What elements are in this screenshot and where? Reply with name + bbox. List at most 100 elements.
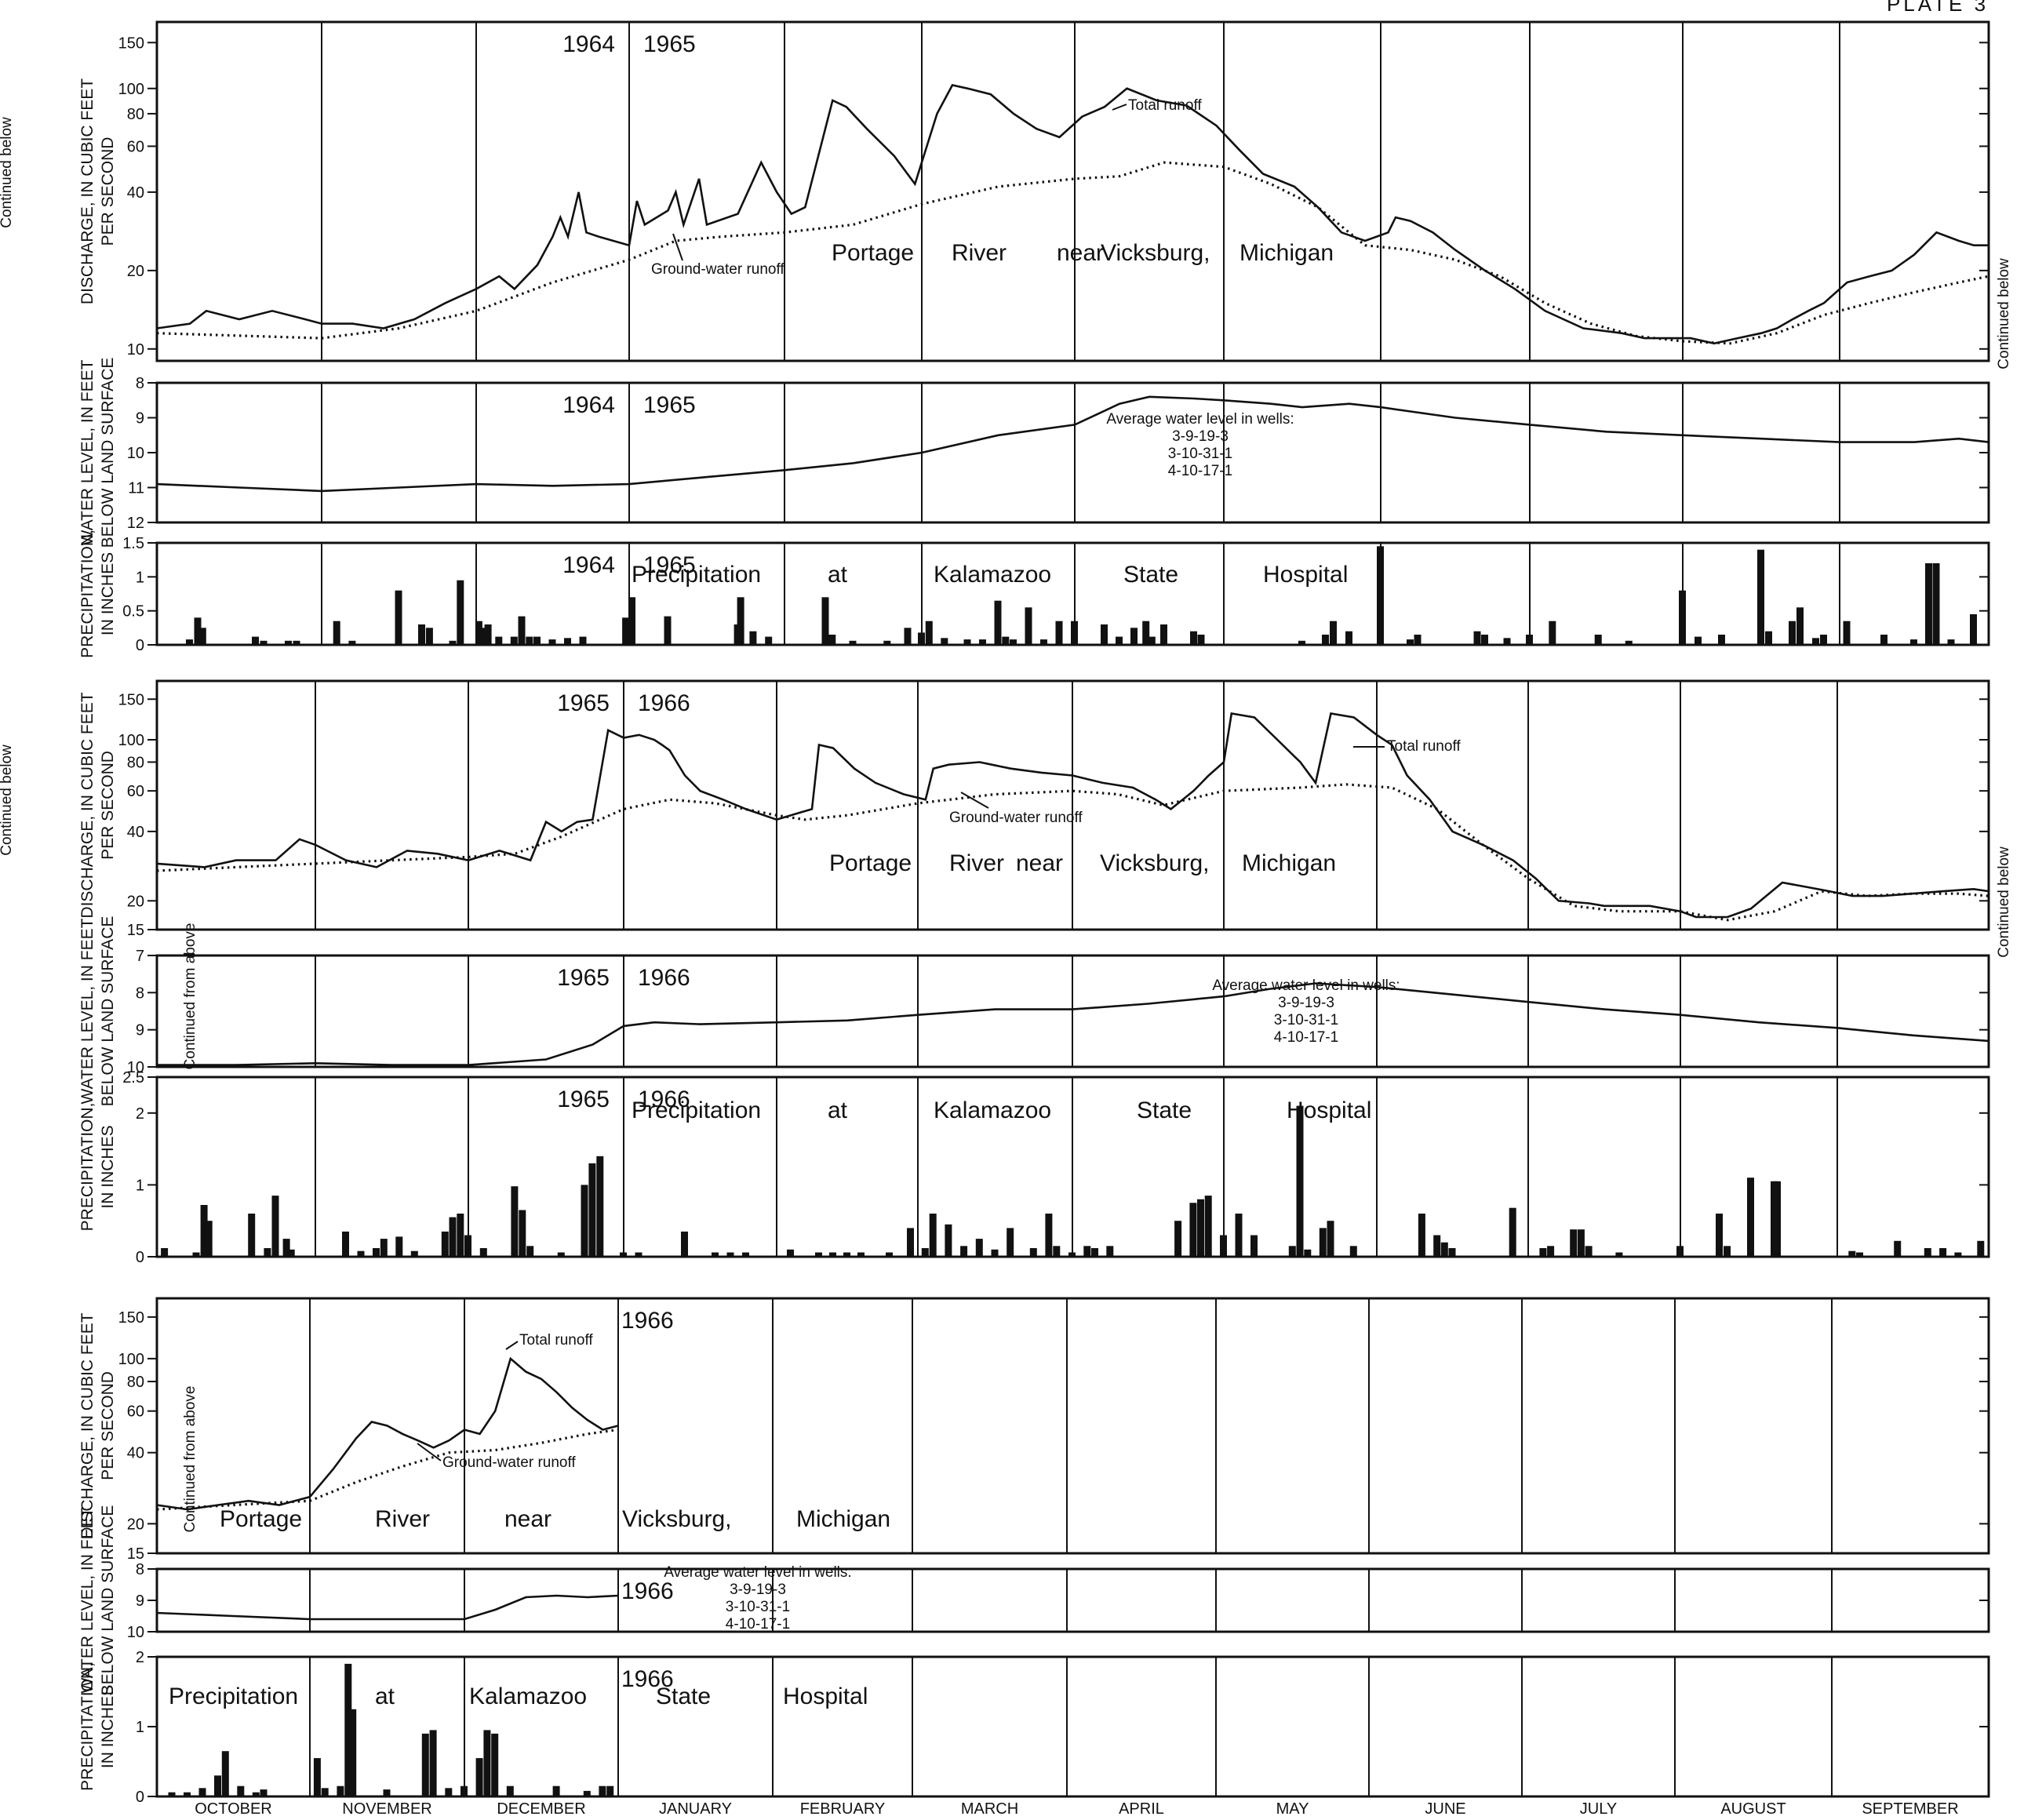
precip-title-word: at [828, 562, 848, 588]
y-tick-label: 9 [136, 410, 144, 428]
y-tick-label: 60 [127, 783, 144, 800]
river-title-word: Portage [832, 240, 914, 266]
chart-panel-6: 0 1 2 2.5 1965 1966 PRECIPITATION, IN INCHES [78, 1069, 1990, 1266]
precip-bar [1932, 563, 1940, 645]
precip-bar [1747, 1178, 1754, 1257]
year-label: 1966 [621, 1666, 674, 1692]
precip-bar [479, 1248, 487, 1257]
y-tick-label: 10 [127, 1059, 144, 1076]
year-label: 1964 [562, 31, 615, 57]
precip-bar [260, 640, 268, 645]
precip-bar [1676, 1246, 1684, 1257]
precip-bar [357, 1250, 365, 1257]
y-tick-label: 8 [136, 375, 144, 392]
precip-bar [342, 1231, 349, 1257]
y-tick-label: 8 [136, 985, 144, 1002]
precip-bar [457, 580, 464, 645]
total-runoff-label: Total runoff [519, 1332, 593, 1349]
y-tick-label: 100 [118, 1351, 144, 1368]
precip-bar [1765, 631, 1772, 645]
river-title-word: Portage [220, 1506, 302, 1532]
year-label: 1964 [562, 552, 615, 578]
precip-bar [581, 1185, 588, 1257]
river-title-word: Portage [829, 850, 912, 876]
year-label: 1964 [562, 392, 615, 418]
river-title-word: River [375, 1506, 430, 1532]
total-runoff-line [156, 1356, 619, 1511]
y-tick-label: 8 [136, 1561, 144, 1578]
well-id: 4-10-17-1 [726, 1616, 790, 1633]
precip-bar [1812, 638, 1819, 645]
precip-bar [192, 1252, 200, 1257]
precip-title-word: Hospital [783, 1684, 868, 1709]
precip-bar [1002, 636, 1010, 645]
river-title-word: near [1057, 240, 1104, 266]
precip-bar [1947, 639, 1955, 645]
y-tick-label: 1 [136, 569, 144, 586]
precip-bar [849, 640, 857, 645]
precip-bar [1547, 1246, 1555, 1257]
precip-bar [1197, 635, 1205, 645]
precip-bar [925, 621, 933, 645]
precip-title-word: State [656, 1684, 711, 1709]
precip-bar [1055, 621, 1063, 645]
precip-bar [548, 639, 556, 645]
river-title-word: Vicksburg, [1101, 240, 1210, 266]
precip-bar [622, 617, 630, 645]
precip-bar [941, 638, 948, 645]
y-axis-label: WATER LEVEL, IN FEET [78, 1507, 96, 1693]
precip-bar [518, 616, 526, 645]
precip-bar [1040, 639, 1047, 645]
precip-bar [348, 640, 356, 645]
precip-bar [1288, 1246, 1296, 1257]
precip-bar [1977, 1240, 1985, 1257]
leader-line [1112, 104, 1127, 111]
year-label: 1965 [557, 1087, 610, 1112]
continued-below-note: Continued below [0, 117, 15, 228]
year-label: 1965 [557, 965, 610, 991]
precip-bar [506, 1785, 514, 1796]
continued-below-note: Continued below [1996, 846, 2012, 958]
precip-bar [429, 1730, 437, 1796]
precip-bar [1526, 635, 1533, 645]
ground-water-runoff-label: Ground-water runoff [442, 1454, 576, 1471]
precip-bar [787, 1249, 794, 1257]
precip-bar [628, 597, 635, 645]
precip-bar [1106, 1246, 1114, 1257]
ground-water-runoff-label: Ground-water runoff [651, 261, 784, 278]
panel-frame [155, 1567, 1990, 1633]
precip-bar [526, 1246, 534, 1257]
well-id: 4-10-17-1 [1168, 463, 1232, 479]
leader-line [960, 792, 989, 809]
y-tick-label: 100 [118, 81, 144, 98]
precip-bar [252, 1792, 260, 1796]
y-tick-label: 20 [127, 263, 144, 280]
y-axis-label: BELOW LAND SURFACE [99, 1505, 117, 1696]
year-label: 1965 [643, 392, 696, 418]
y-tick-label: 150 [118, 691, 144, 708]
total-runoff-line [156, 712, 1989, 919]
precip-bar [1440, 1242, 1448, 1257]
precip-bar [1142, 621, 1150, 645]
chart-panel-7: 15 20 40 60 80 100 150 1966 DISCHARGE, IN CUBIC … [78, 1297, 1990, 1563]
precip-bar [918, 632, 925, 645]
precip-bar [1189, 1203, 1197, 1257]
precip-bar [1116, 636, 1123, 645]
water-level-line [157, 982, 1989, 1066]
precip-bar [161, 1248, 169, 1257]
precip-bar [380, 1239, 388, 1257]
precip-bar [1407, 639, 1414, 645]
y-axis-label: PRECIPITATION, [78, 1662, 96, 1791]
river-title-word: Vicksburg, [1100, 850, 1210, 876]
leader-line [505, 1341, 519, 1350]
well-id: 4-10-17-1 [1274, 1029, 1338, 1046]
precip-bar [963, 639, 971, 645]
precip-bar [214, 1775, 221, 1796]
precip-bar [821, 597, 829, 645]
well-id: 3-9-19-3 [1172, 428, 1229, 445]
precip-bar [1330, 621, 1337, 645]
river-title-word: Vicksburg, [622, 1506, 732, 1532]
precip-bar [1789, 621, 1796, 645]
precip-bar [1856, 1252, 1863, 1257]
